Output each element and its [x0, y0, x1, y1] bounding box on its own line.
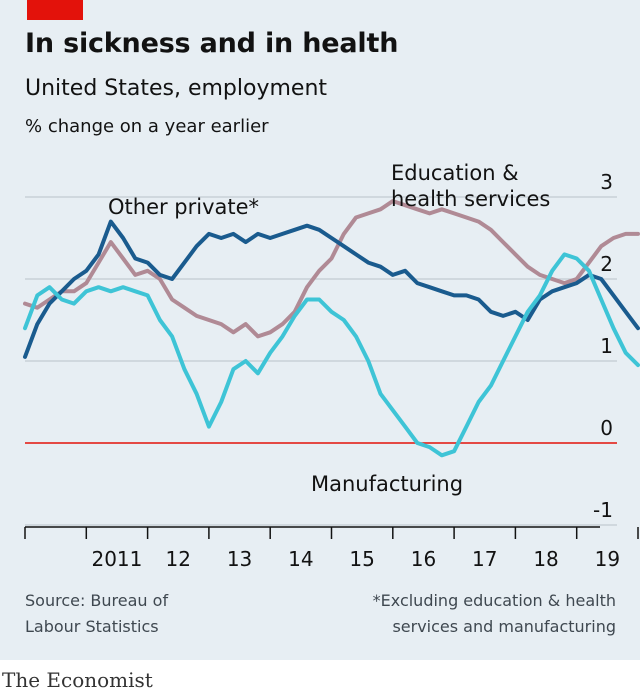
footnote-line-2: services and manufacturing — [392, 617, 616, 636]
x-tick-label: 13 — [227, 547, 252, 570]
footnote-line-1: *Excluding education & health — [372, 591, 616, 610]
source-line-1: Source: Bureau of — [25, 591, 169, 610]
source-line-2: Labour Statistics — [25, 617, 159, 636]
series-label-other-private: Other private* — [108, 195, 259, 219]
footnote: *Excluding education & health services a… — [373, 588, 616, 640]
series-label-manufacturing: Manufacturing — [311, 472, 463, 496]
chart-card — [0, 0, 640, 660]
x-tick-label: 15 — [349, 547, 374, 570]
x-tick-label: 19 — [595, 547, 620, 570]
brand-wordmark: The Economist — [2, 668, 153, 692]
series-label-education-health-line2: health services — [391, 187, 550, 211]
line-chart: 3 2 1 0 -1 2011 12 13 14 15 16 17 18 19 Education &hea… — [23, 161, 640, 570]
x-tick-label: 17 — [472, 547, 497, 570]
chart-title: In sickness and in health — [25, 28, 399, 59]
y-tick-label: -1 — [593, 498, 613, 522]
x-tick-label: 14 — [288, 547, 313, 570]
x-tick-label: 18 — [533, 547, 558, 570]
y-tick-label: 0 — [600, 416, 613, 440]
x-tick-label: 2011 — [91, 547, 142, 570]
y-tick-label: 2 — [600, 252, 613, 276]
series-line-education-health — [23, 199, 640, 339]
chart-unit: % change on a year earlier — [25, 116, 269, 137]
source-note: Source: Bureau of Labour Statistics — [25, 588, 168, 640]
y-tick-label: 3 — [600, 170, 613, 194]
series-line-manufacturing — [23, 252, 640, 458]
brand-red-tag — [27, 0, 83, 20]
chart-subtitle: United States, employment — [25, 76, 328, 101]
x-tick-label: 16 — [411, 547, 436, 570]
x-tick-label: 12 — [166, 547, 191, 570]
series-line-other-private — [23, 219, 640, 359]
y-tick-label: 1 — [600, 334, 613, 358]
series-label-education-health-line1: Education & — [391, 161, 519, 185]
